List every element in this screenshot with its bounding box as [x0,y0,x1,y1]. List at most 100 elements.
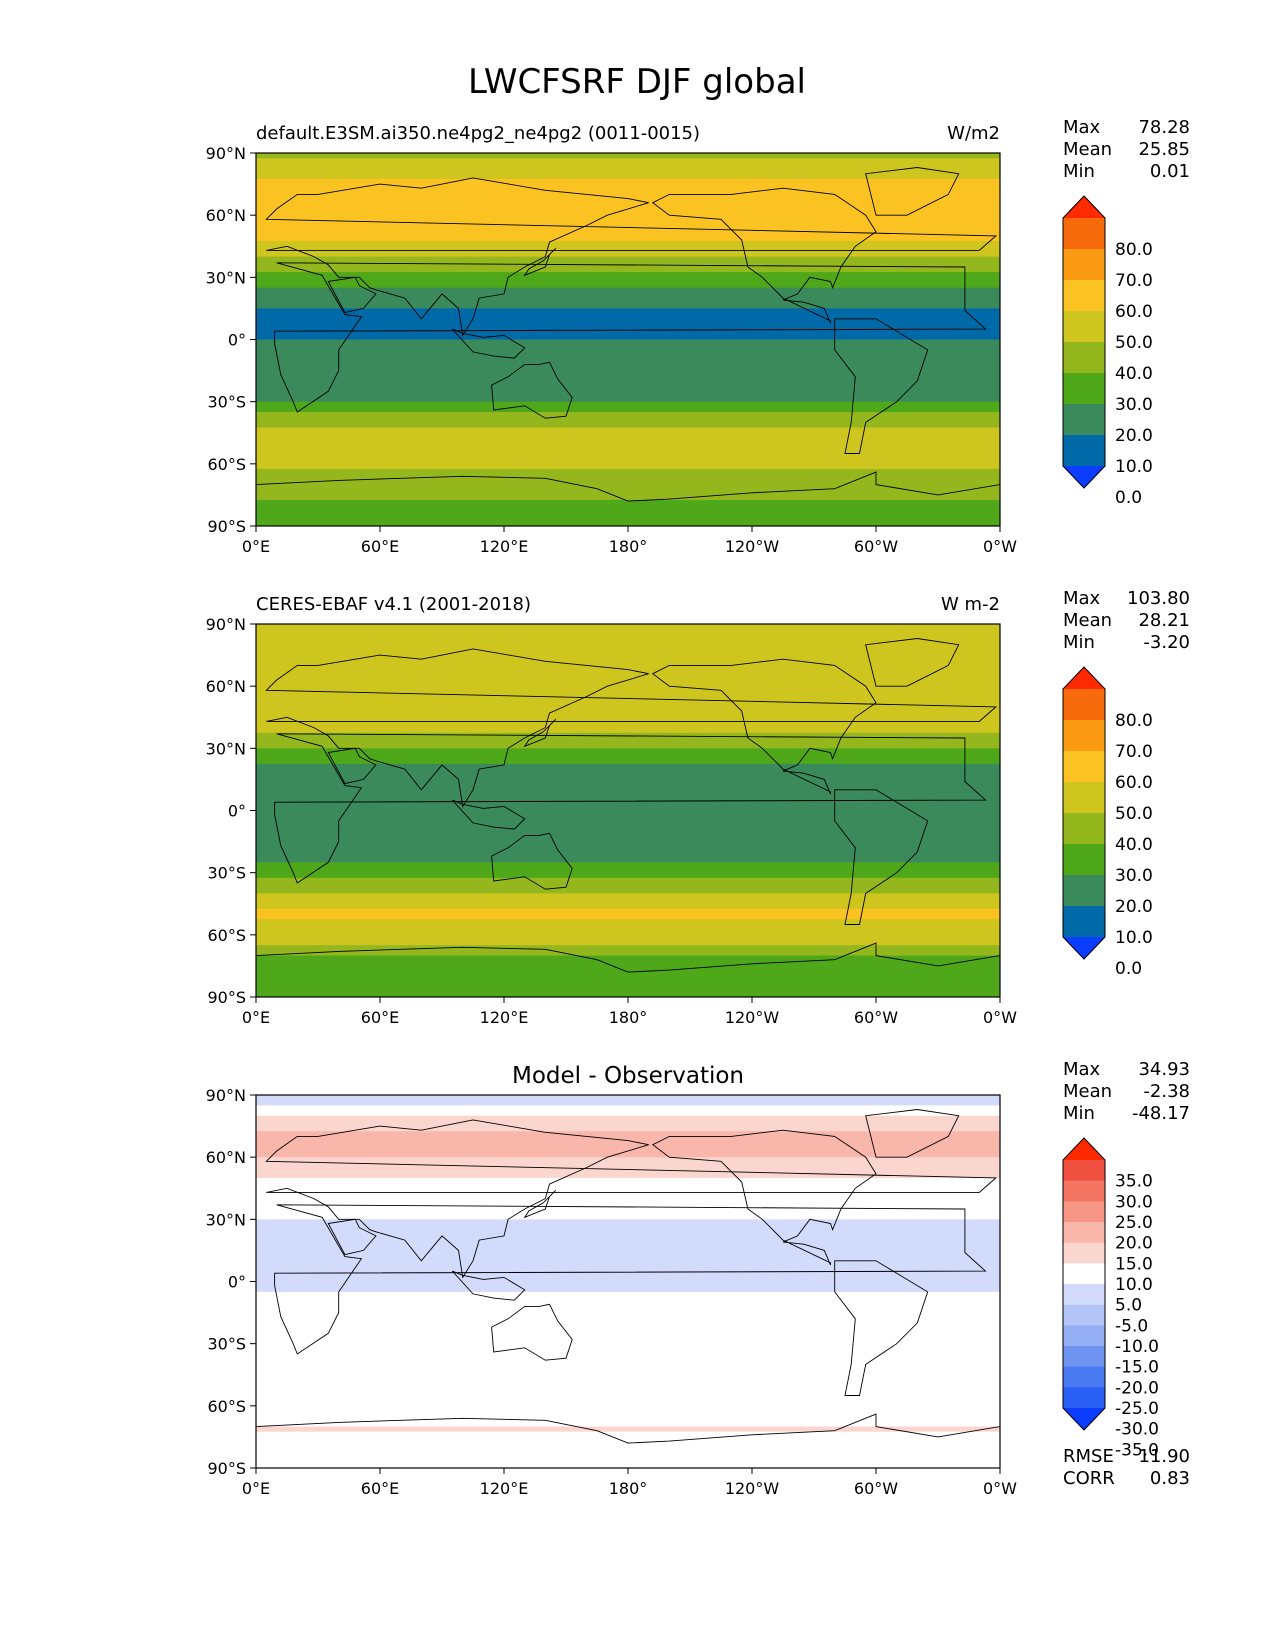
field-band [256,1100,1000,1106]
field-band [256,701,1000,708]
field-band [256,308,1000,315]
stat-value: 28.21 [1138,610,1190,631]
colorbar-segment [1063,435,1105,467]
field-band [256,857,1000,863]
field-band [256,1136,1000,1143]
field-band [256,1250,1000,1257]
colorbar-segment [1063,1387,1105,1409]
field-band [256,1255,1000,1262]
field-band [256,1265,1000,1272]
field-band [256,448,1000,455]
field-band [256,194,1000,201]
colorbar-tick-label: 20.0 [1115,897,1153,917]
colorbar-segment [1063,875,1105,907]
field-band [256,1317,1000,1324]
x-tick-label: 180° [609,1479,648,1498]
y-tick-label: 30°N [206,1210,246,1229]
field-band [256,220,1000,227]
colorbar-extend-max [1063,1138,1105,1160]
field-band [256,686,1000,692]
colorbar-tick-label: 0.0 [1115,488,1142,508]
field-band [256,1110,1000,1117]
y-tick-label: 90°S [207,1459,246,1478]
field-band [256,1452,1000,1459]
colorbar-extend-min [1063,1408,1105,1430]
coastline-australia [491,1303,573,1361]
field-band [256,981,1000,988]
field-band [256,168,1000,175]
coastlines [256,638,1000,997]
stat-value: -2.38 [1143,1081,1190,1102]
field-band [256,282,1000,289]
field-band [256,883,1000,889]
field-band [256,1115,1000,1122]
x-tick-label: 60°E [361,1479,399,1498]
field-band [256,950,1000,957]
field-band [256,484,1000,491]
field-band [256,251,1000,258]
colorbar-tick-label: 5.0 [1115,1296,1142,1316]
panel-model-minus-observation: Model - Observation 0°E 60°E 120°E 180° 120°W… [206,1059,1190,1498]
field-band [256,1172,1000,1179]
field-band [256,1421,1000,1428]
colorbar-extend-max [1063,667,1105,689]
field-band [256,277,1000,284]
field-band [256,753,1000,760]
y-tick-label: 30°S [207,393,246,412]
colorbar-tick-label: -10.0 [1115,1337,1159,1357]
field-band [256,1281,1000,1288]
coastline-japan [523,247,557,277]
colorbar-tick-label: 70.0 [1115,742,1153,762]
x-tick-label: 60°W [854,1479,898,1498]
field-band [256,774,1000,781]
field-band [256,629,1000,635]
y-tick-label: 90°N [206,144,246,163]
colorbar-tick-label: 60.0 [1115,302,1153,322]
field-band [256,1177,1000,1184]
stat-label: Min [1063,161,1095,182]
coastline-antarctica [256,471,1000,526]
field-band [256,1462,1000,1468]
field-band [256,292,1000,299]
colorbar-tick-label: -5.0 [1115,1316,1148,1336]
field-band [256,1297,1000,1303]
colorbar-segment [1063,844,1105,876]
field-band [256,722,1000,729]
field-band [256,670,1000,677]
field-band [256,230,1000,237]
field-band [256,763,1000,770]
colorbar-segment [1063,906,1105,938]
field-band [256,1193,1000,1200]
field-band [256,748,1000,755]
field-band [256,769,1000,775]
stat-label: Mean [1063,1081,1112,1102]
colorbar-segment [1063,342,1105,374]
colorbar-segment [1063,1160,1105,1182]
x-tick-label: 120°E [480,1479,529,1498]
coastline-indonesia [451,799,526,830]
field-band [256,971,1000,977]
field-band [256,831,1000,838]
colorbar-tick-label: 20.0 [1115,1234,1153,1254]
x-tick-label: 60°W [854,537,898,556]
field-band [256,1343,1000,1350]
field-band [256,365,1000,372]
field-band [256,644,1000,651]
field-band [256,660,1000,667]
x-tick-label: 120°W [725,537,780,556]
colorbar-segment [1063,404,1105,436]
figure-title: LWCFSRF DJF global [468,62,806,102]
field-band [256,810,1000,817]
field-band [256,1359,1000,1365]
y-tick-label: 60°S [207,1397,246,1416]
colorbar-segment [1063,373,1105,405]
field-band [256,246,1000,253]
field-band [256,153,1000,159]
x-tick-label: 0°W [983,537,1017,556]
field-band [256,380,1000,387]
colorbar-tick-label: 40.0 [1115,835,1153,855]
field-band [256,406,1000,413]
field-band [256,888,1000,894]
y-tick-label: 60°N [206,677,246,696]
colorbar-outline [1062,195,1106,489]
